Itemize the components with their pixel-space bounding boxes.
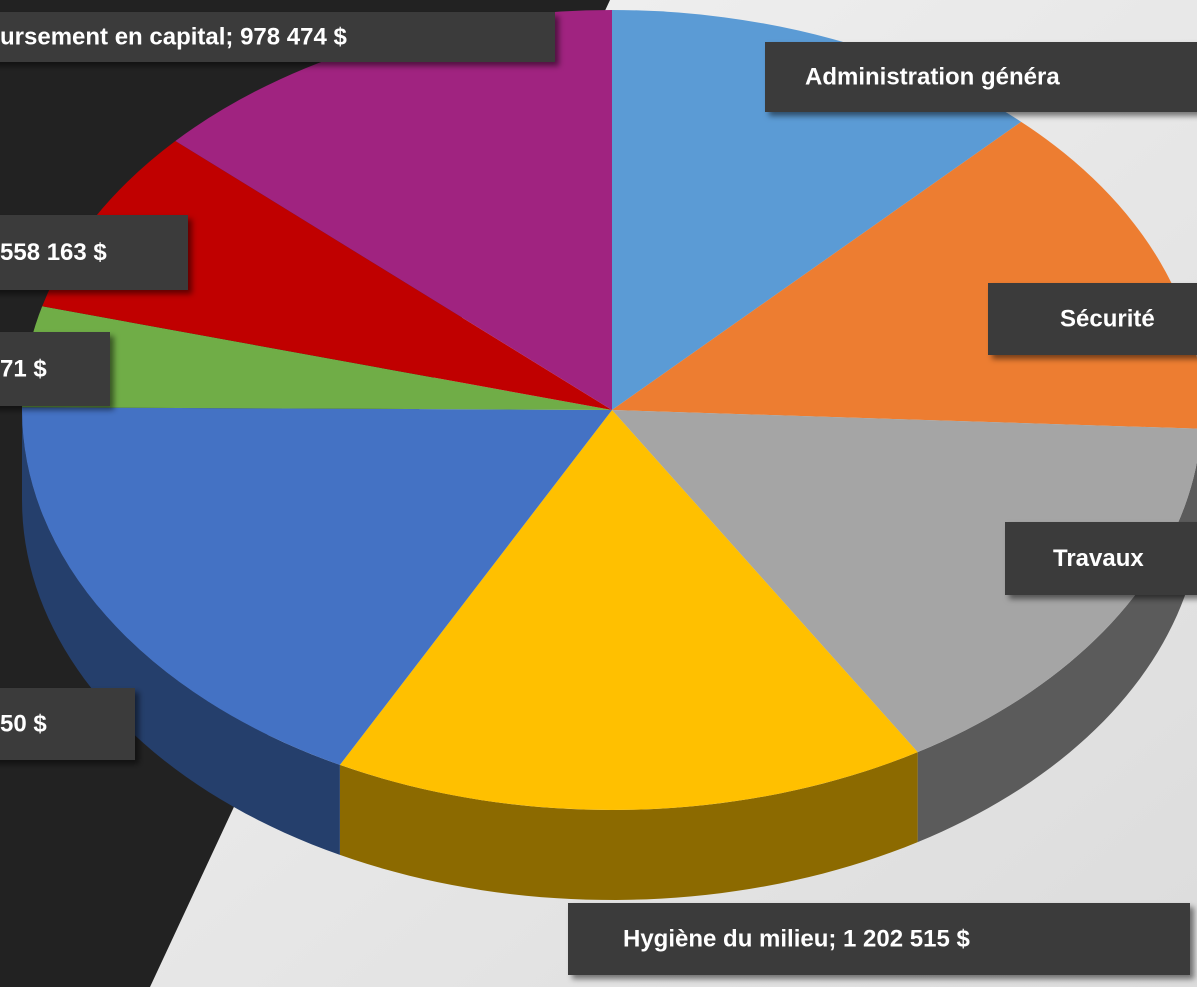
slice	[22, 306, 612, 410]
slice	[612, 410, 1197, 753]
data-label: Hygiène du milieu; 1 202 515 $	[623, 925, 970, 952]
slice-side	[22, 410, 340, 855]
label-box	[0, 688, 135, 760]
slice-side	[917, 461, 1197, 843]
labels: Administration généra Sécurité Travaux Hygi…	[0, 12, 1197, 975]
data-label: ursement en capital; 978 474 $	[0, 23, 347, 50]
slice	[21, 407, 612, 765]
data-label: Travaux	[1053, 545, 1144, 572]
slice-side	[339, 752, 918, 900]
label-box	[1005, 522, 1197, 595]
data-label: Sécurité	[1060, 305, 1155, 332]
label-box	[0, 332, 110, 406]
data-label: 50 $	[0, 710, 47, 737]
slice	[339, 410, 918, 810]
slice	[42, 140, 612, 411]
slice	[175, 9, 612, 410]
data-label: 71 $	[0, 355, 47, 382]
label-box	[568, 903, 1190, 975]
label-box	[765, 42, 1197, 112]
label-box	[0, 215, 188, 290]
data-label: Administration généra	[805, 63, 1060, 90]
pie	[21, 9, 1197, 900]
label-box	[988, 283, 1197, 355]
data-label: 558 163 $	[0, 239, 107, 266]
label-box	[0, 12, 555, 62]
